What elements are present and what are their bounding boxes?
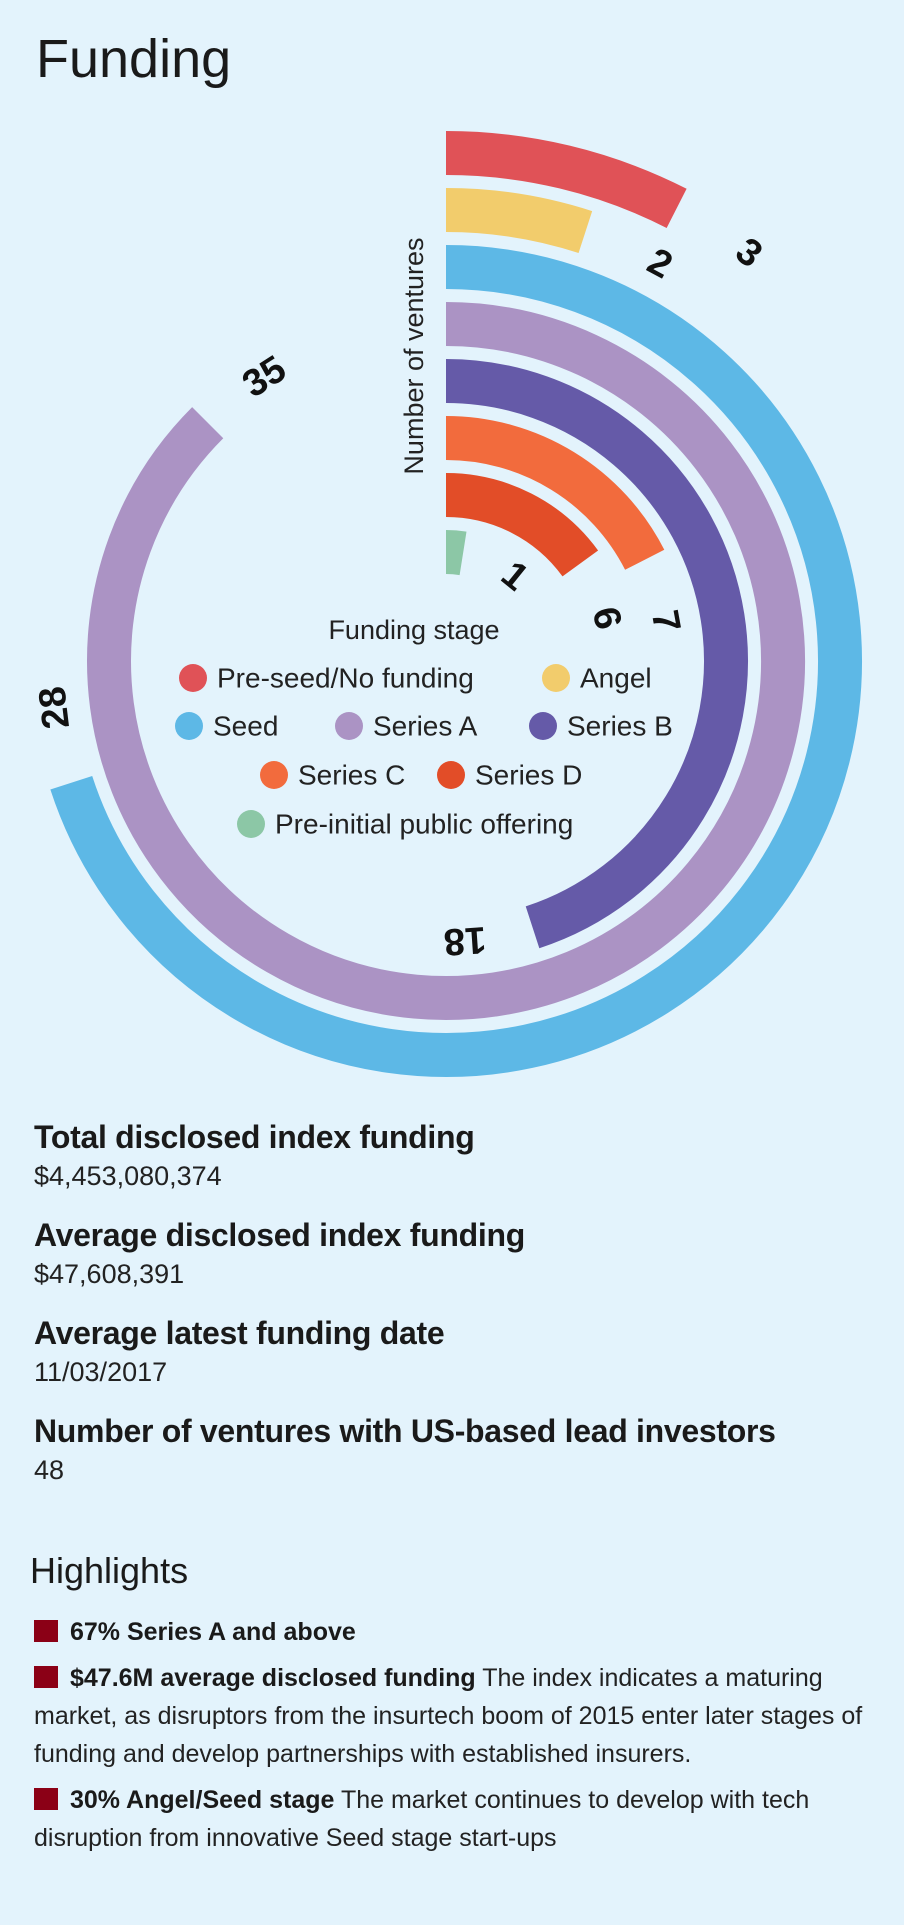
bar-series-d	[445, 473, 599, 577]
bar-angel	[445, 188, 593, 254]
legend-swatch	[529, 712, 557, 740]
data-label-angel: 2	[640, 240, 679, 287]
bullet-square-icon	[34, 1620, 58, 1642]
page-title: Funding	[36, 29, 232, 89]
legend-item: Pre-seed/No funding	[217, 663, 474, 694]
legend-item: Series D	[475, 760, 582, 791]
legend-item: Seed	[213, 711, 278, 742]
legend-swatch	[437, 761, 465, 789]
legend-item: Series B	[567, 711, 673, 742]
legend-item: Series C	[298, 760, 405, 791]
highlights-title: Highlights	[30, 1550, 189, 1591]
radial-bar-chart: 3 2 28 35 18 76 1 Number of ventures Funding sta…	[31, 131, 862, 1077]
stat-value: $47,608,391	[34, 1259, 185, 1289]
stat-label: Average latest funding date	[34, 1315, 445, 1351]
legend-swatch	[179, 664, 207, 692]
stat-label: Number of ventures with US-based lead in…	[34, 1413, 776, 1449]
stat-label: Average disclosed index funding	[34, 1217, 525, 1253]
bar-series-b	[445, 359, 748, 949]
bar-seed	[50, 245, 862, 1077]
stat-value: 48	[34, 1455, 65, 1485]
highlight-item: $47.6M average disclosed funding The ind…	[34, 1664, 863, 1768]
legend-item: Pre-initial public offering	[275, 809, 573, 840]
legend-swatch	[335, 712, 363, 740]
bullet-square-icon	[34, 1788, 58, 1810]
legend-swatch	[175, 712, 203, 740]
legend-title: Funding stage	[328, 615, 499, 645]
legend-swatch	[260, 761, 288, 789]
bar-pre-seed-no-funding	[445, 131, 687, 229]
bar-pre-initial-public-offering	[445, 530, 467, 576]
axis-label: Number of ventures	[399, 237, 429, 474]
highlight-item: 30% Angel/Seed stage The market continue…	[34, 1786, 810, 1852]
data-label-series-d: 6	[583, 603, 629, 634]
highlight-item: 67% Series A and above	[34, 1613, 884, 1651]
bullet-square-icon	[34, 1666, 58, 1688]
data-label-series-a: 35	[235, 348, 293, 406]
stat-value: 11/03/2017	[34, 1357, 168, 1387]
legend-swatch	[237, 810, 265, 838]
stat-value: $4,453,080,374	[34, 1161, 222, 1191]
highlights-list: 67% Series A and above $47.6M average di…	[34, 1613, 884, 1865]
data-label-seed: 28	[31, 684, 78, 731]
legend-item: Series A	[373, 711, 478, 742]
stats-section: Total disclosed index funding $4,453,080…	[34, 1117, 884, 1509]
legend-swatch	[542, 664, 570, 692]
stat-label: Total disclosed index funding	[34, 1119, 475, 1155]
data-label-series-c: 7	[643, 607, 688, 635]
data-label-series-b: 18	[442, 918, 487, 963]
data-label-pre-seed-no-funding: 3	[728, 230, 770, 276]
bar-series-a	[87, 302, 805, 1020]
bar-series-c	[445, 416, 665, 571]
legend-item: Angel	[580, 663, 652, 694]
data-label-pre-initial-public-offering: 1	[493, 553, 536, 599]
